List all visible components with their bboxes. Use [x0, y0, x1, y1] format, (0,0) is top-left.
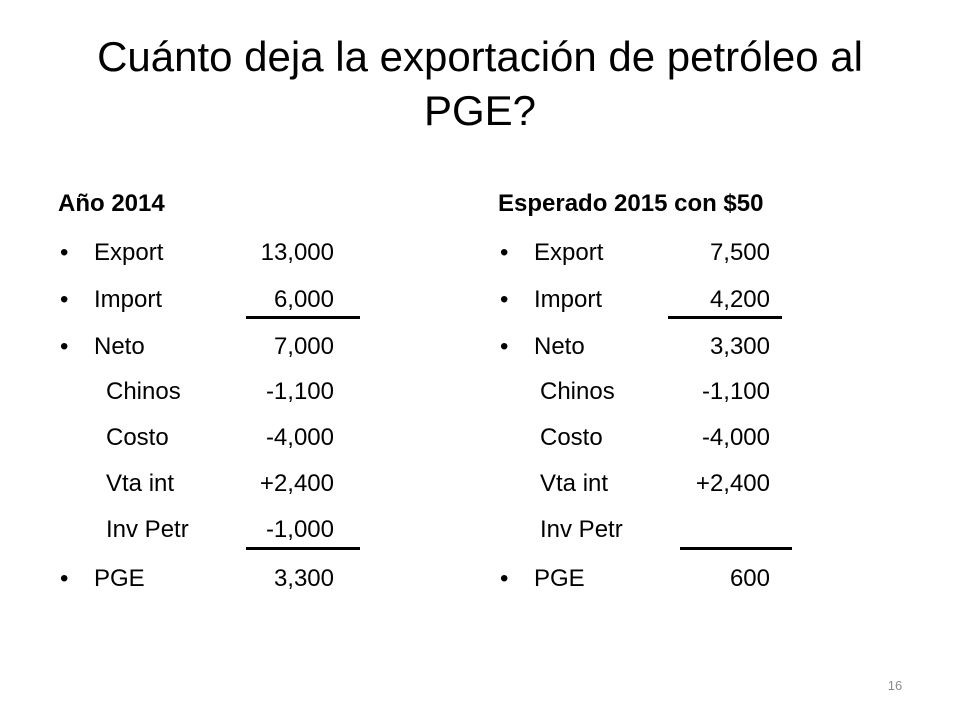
left-row-vta-int: Vta int +2,400 — [60, 469, 360, 499]
right-row-export: • Export 7,500 — [500, 238, 800, 268]
bullet: • — [60, 286, 69, 313]
bullet: • — [500, 565, 509, 592]
row-label: Import — [534, 286, 603, 313]
row-value: 13,000 — [260, 239, 334, 266]
row-value: 6,000 — [273, 286, 334, 313]
right-row-neto: • Neto 3,300 — [500, 332, 800, 362]
right-row-inv-petr: Inv Petr — [500, 515, 800, 545]
row-label: Neto — [534, 333, 585, 360]
row-label: PGE — [534, 565, 585, 592]
row-value: -4,000 — [701, 424, 770, 451]
row-label: Inv Petr — [106, 516, 189, 543]
left-column-heading: Año 2014 — [58, 190, 165, 217]
row-label: Import — [94, 286, 163, 313]
page-number: 16 — [887, 678, 903, 693]
right-row-chinos: Chinos -1,100 — [500, 377, 800, 407]
left-row-import: • Import 6,000 — [60, 285, 360, 315]
right-row-import: • Import 4,200 — [500, 285, 800, 315]
left-row-costo: Costo -4,000 — [60, 423, 360, 453]
row-value: -1,100 — [265, 378, 334, 405]
row-value: +2,400 — [259, 470, 334, 497]
row-label: Costo — [540, 424, 603, 451]
row-label: Vta int — [106, 470, 175, 497]
row-label: PGE — [94, 565, 145, 592]
row-label: Inv Petr — [540, 516, 623, 543]
left-row-chinos: Chinos -1,100 — [60, 377, 360, 407]
row-value: -1,000 — [265, 516, 334, 543]
right-row-pge: • PGE 600 — [500, 564, 800, 594]
row-value: 600 — [729, 565, 770, 592]
bullet: • — [60, 565, 69, 592]
row-label: Export — [534, 239, 604, 266]
right-column-heading: Esperado 2015 con $50 — [498, 190, 764, 217]
right-row-vta-int: Vta int +2,400 — [500, 469, 800, 499]
row-value: 7,000 — [273, 333, 334, 360]
row-value: 3,300 — [273, 565, 334, 592]
total-rule — [246, 547, 360, 550]
row-label: Neto — [94, 333, 145, 360]
row-value: 3,300 — [709, 333, 770, 360]
bullet: • — [500, 333, 509, 360]
row-label: Chinos — [106, 378, 181, 405]
row-label: Chinos — [540, 378, 615, 405]
subtotal-rule — [668, 316, 782, 319]
row-label: Costo — [106, 424, 169, 451]
row-value: 4,200 — [709, 286, 770, 313]
slide-title: Cuánto deja la exportación de petróleo a… — [97, 33, 863, 134]
row-label: Export — [94, 239, 164, 266]
bullet: • — [500, 286, 509, 313]
bullet: • — [500, 239, 509, 266]
row-label: Vta int — [540, 470, 609, 497]
total-rule — [680, 547, 792, 550]
row-value: -4,000 — [265, 424, 334, 451]
left-row-inv-petr: Inv Petr -1,000 — [60, 515, 360, 545]
row-value: +2,400 — [695, 470, 770, 497]
subtotal-rule — [246, 316, 360, 319]
right-row-costo: Costo -4,000 — [500, 423, 800, 453]
bullet: • — [60, 239, 69, 266]
left-row-pge: • PGE 3,300 — [60, 564, 360, 594]
bullet: • — [60, 333, 69, 360]
left-row-export: • Export 13,000 — [60, 238, 360, 268]
left-row-neto: • Neto 7,000 — [60, 332, 360, 362]
row-value: 7,500 — [709, 239, 770, 266]
row-value: -1,100 — [701, 378, 770, 405]
